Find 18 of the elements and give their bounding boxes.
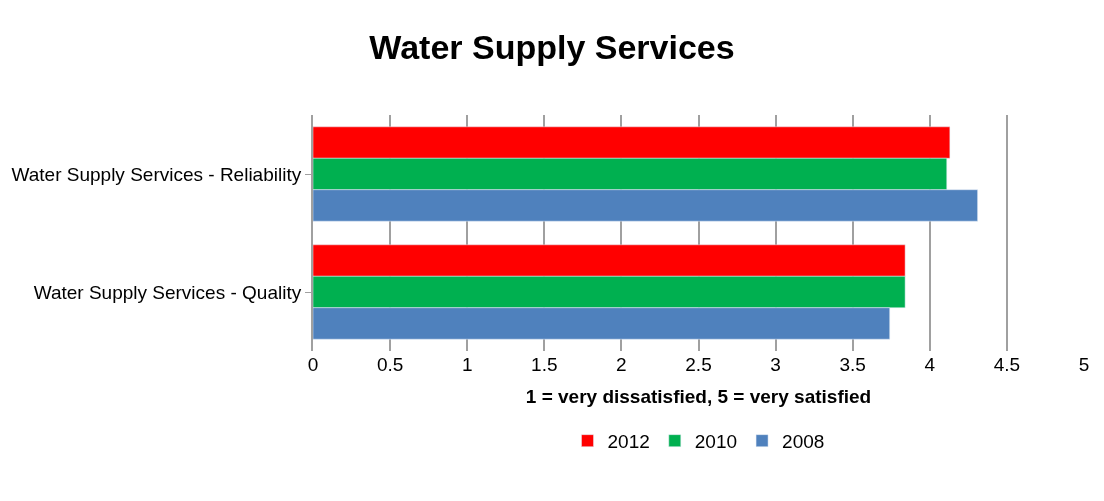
x-tick-label: 4 (924, 354, 936, 375)
chart-title: Water Supply Services (369, 27, 735, 66)
x-tick-label: 3 (770, 354, 781, 375)
y-tick-label: Water Supply Services - Quality (33, 281, 302, 303)
x-tick-label: 5 (1078, 354, 1090, 375)
x-tick-label: 2.5 (685, 354, 712, 375)
x-tick-label: 2 (616, 354, 627, 375)
x-tick-label: 0.5 (376, 354, 404, 375)
x-tick-label: 1 (461, 354, 473, 375)
y-tick-label: Water Supply Services - Reliability (11, 163, 302, 185)
legend-label: 2010 (694, 431, 738, 453)
legend-label: 2012 (607, 431, 650, 453)
x-tick-label: 4.5 (993, 354, 1021, 375)
x-tick-label: 0 (307, 354, 319, 375)
x-tick-label: 3.5 (839, 354, 866, 375)
x-axis-title: 1 = very dissatisfied, 5 = very satisfied (525, 385, 872, 407)
legend-label: 2008 (782, 431, 825, 453)
x-tick-label: 1.5 (531, 354, 558, 375)
